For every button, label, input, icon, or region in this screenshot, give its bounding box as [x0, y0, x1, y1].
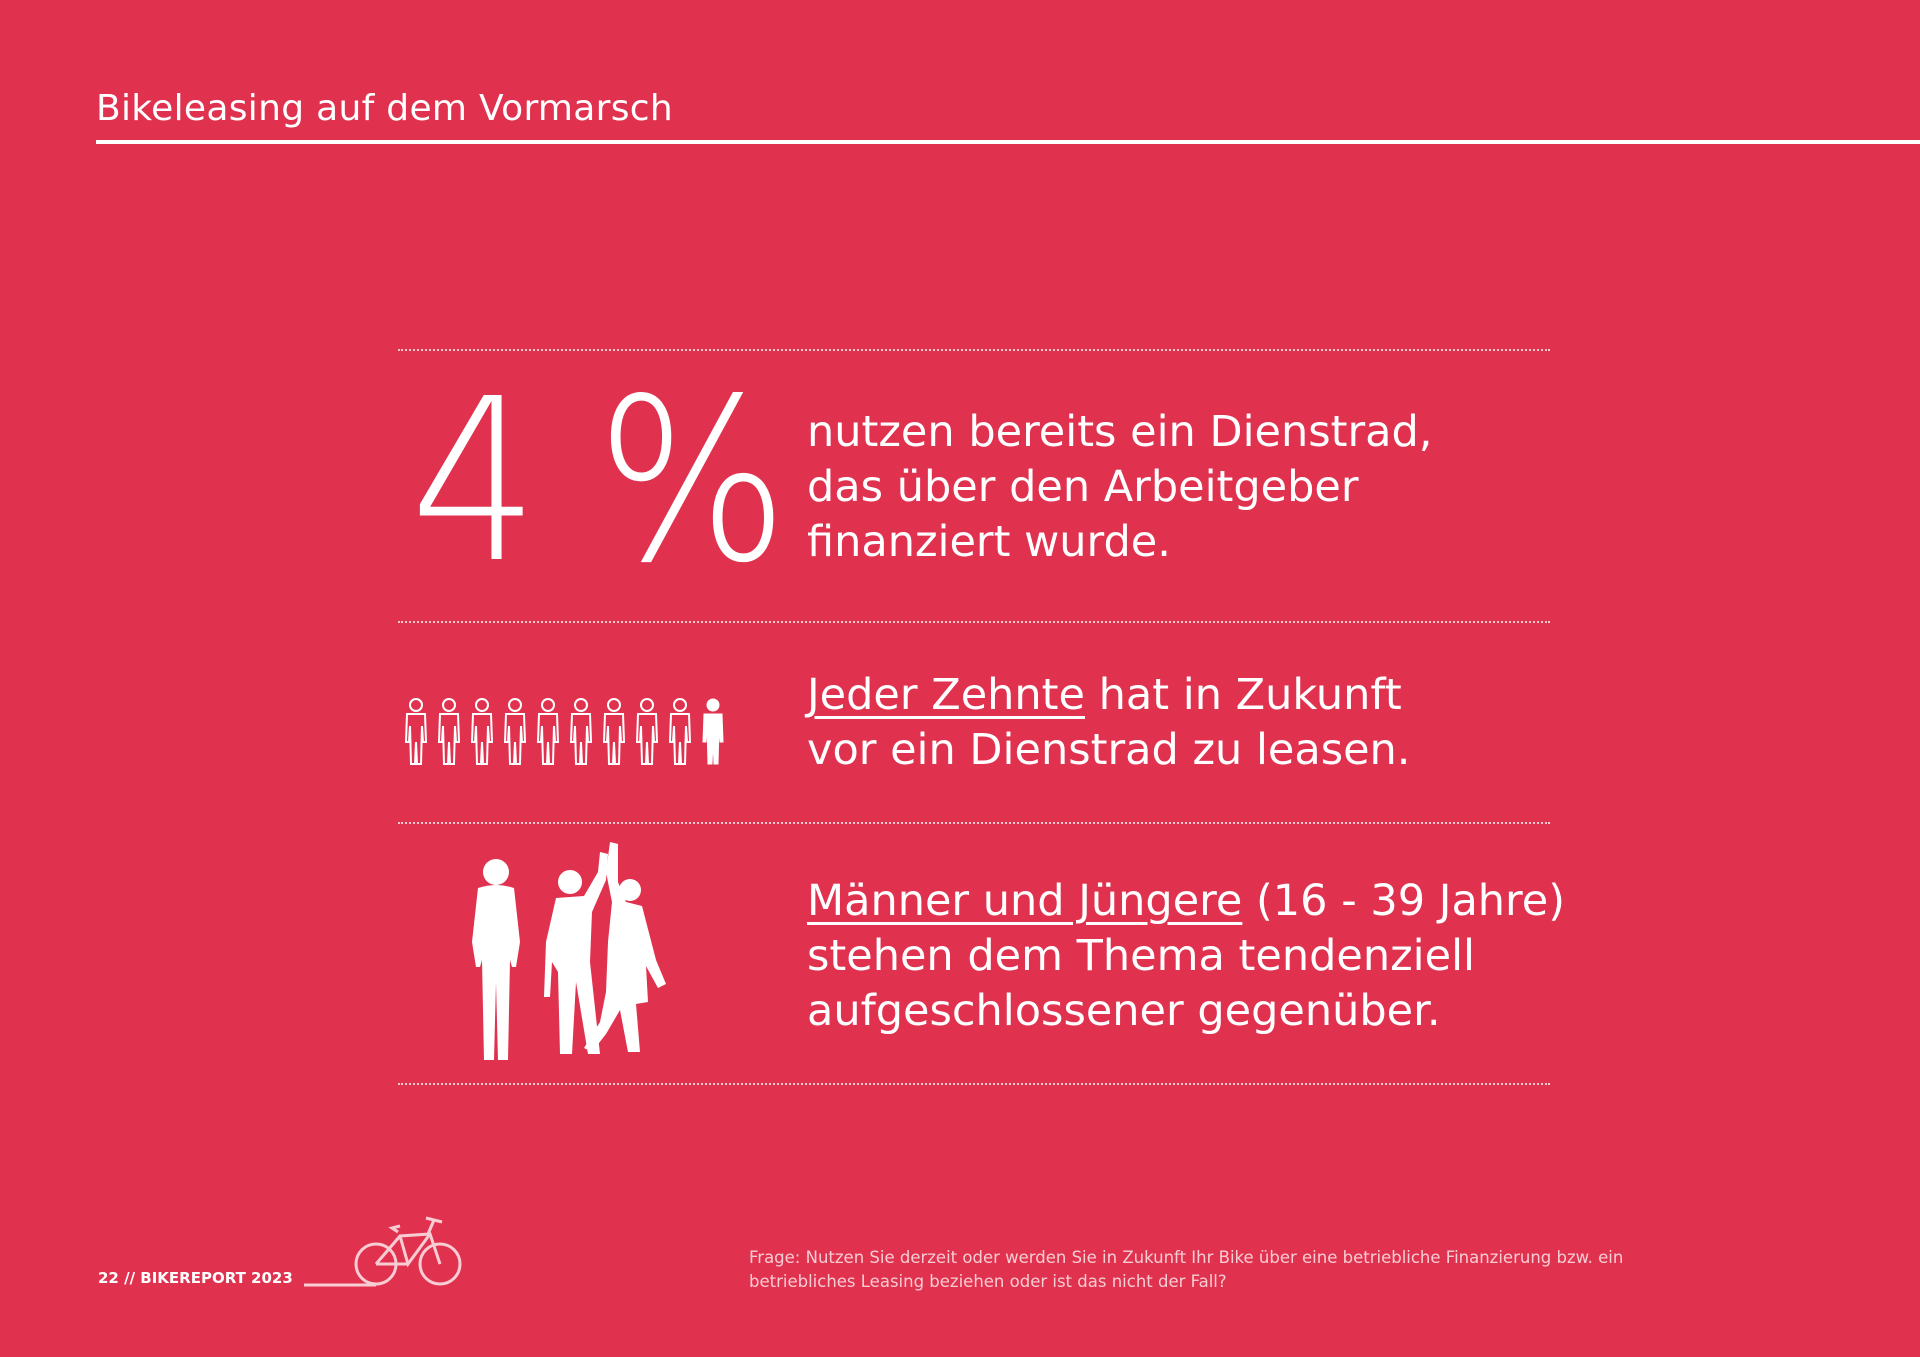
- stat-line: aufgeschlossener gegenüber.: [807, 986, 1441, 1036]
- stat-description: nutzen bereits ein Dienstrad, das über d…: [807, 405, 1432, 570]
- person-pictogram-filled-icon: [702, 698, 724, 765]
- page-folio: 22 // BIKEREPORT 2023: [98, 1269, 293, 1287]
- stat-description: Jeder Zehnte hat in Zukunft vor ein Dien…: [807, 668, 1410, 778]
- stat-highlight: Jeder Zehnte: [807, 670, 1085, 720]
- stat-text: hat in Zukunft: [1084, 670, 1402, 720]
- people-silhouette-icon: [472, 842, 666, 1060]
- person-pictogram-outline-icon: [602, 698, 626, 765]
- stat-line: das über den Arbeitgeber: [807, 462, 1359, 512]
- person-pictogram-outline-icon: [404, 698, 428, 765]
- stat-value: 4 %: [410, 351, 788, 613]
- stat-description: Männer und Jüngere (16 - 39 Jahre) stehe…: [807, 874, 1565, 1039]
- stat-line: nutzen bereits ein Dienstrad,: [807, 407, 1433, 457]
- survey-question: Frage: Nutzen Sie derzeit oder werden Si…: [749, 1246, 1623, 1294]
- person-pictogram-outline-icon: [569, 698, 593, 765]
- person-pictogram-outline-icon: [503, 698, 527, 765]
- stat-text: (16 - 39 Jahre): [1242, 876, 1566, 926]
- person-pictogram-outline-icon: [536, 698, 560, 765]
- divider: [398, 822, 1550, 824]
- stat-line: stehen dem Thema tendenziell: [807, 931, 1475, 981]
- question-line: betriebliches Leasing beziehen oder ist …: [749, 1272, 1227, 1291]
- person-pictogram-row: [404, 698, 724, 765]
- stat-line: finanziert wurde.: [807, 517, 1171, 567]
- stat-highlight: Männer und Jüngere: [807, 876, 1243, 926]
- divider: [398, 349, 1550, 351]
- person-pictogram-outline-icon: [437, 698, 461, 765]
- title-underline: [96, 140, 1920, 144]
- divider: [398, 621, 1550, 623]
- question-line: Frage: Nutzen Sie derzeit oder werden Si…: [749, 1248, 1624, 1267]
- person-pictogram-outline-icon: [668, 698, 692, 765]
- person-pictogram-outline-icon: [470, 698, 494, 765]
- bike-icon: [304, 1216, 462, 1287]
- divider: [398, 1083, 1550, 1085]
- page-title: Bikeleasing auf dem Vormarsch: [96, 88, 674, 129]
- stat-line: vor ein Dienstrad zu leasen.: [807, 725, 1411, 775]
- person-pictogram-outline-icon: [635, 698, 659, 765]
